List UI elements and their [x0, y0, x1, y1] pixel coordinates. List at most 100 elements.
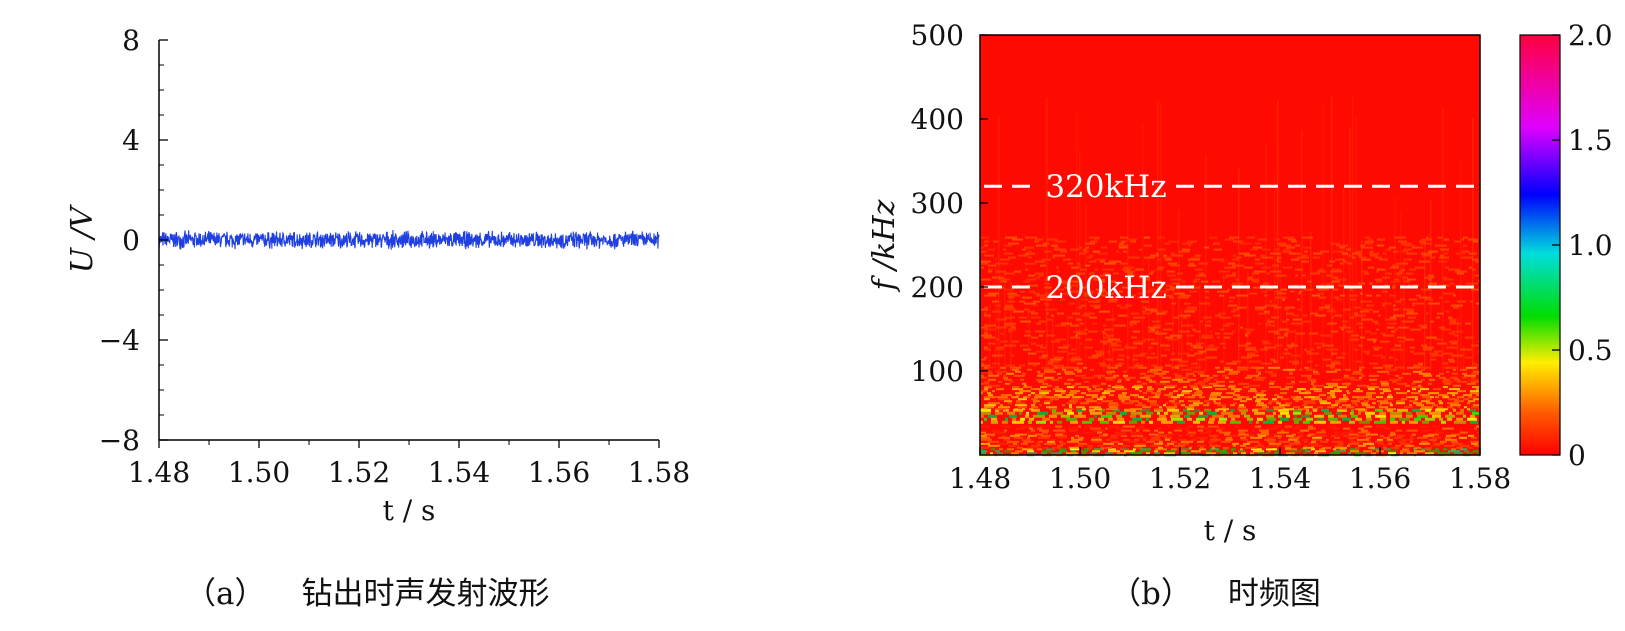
spectral-streak: [1257, 402, 1264, 405]
spectral-streak: [1076, 332, 1087, 335]
spectral-streak: [1027, 368, 1032, 371]
spectral-streak: [1103, 324, 1106, 327]
spectral-streak: [980, 425, 990, 428]
spectral-streak: [1330, 390, 1342, 393]
spectral-streak: [1257, 427, 1262, 430]
spectral-streak: [1111, 440, 1119, 443]
spectral-streak: [1335, 402, 1340, 405]
spectral-streak: [1456, 417, 1463, 421]
spectral-streak: [980, 266, 984, 269]
spectral-streak: [995, 450, 1000, 453]
spectral-streak: [1286, 312, 1294, 315]
spectral-streak: [1066, 417, 1077, 421]
spectral-streak: [1147, 386, 1152, 389]
spectral-streak: [1136, 429, 1139, 432]
spectral-streak: [1338, 442, 1344, 445]
spectral-streak: [1413, 448, 1417, 451]
spectral-streak: [1207, 402, 1210, 405]
spectral-streak: [1247, 417, 1253, 421]
spectral-streak: [1265, 304, 1277, 307]
spectral-streak: [1020, 417, 1025, 421]
spectral-streak: [1467, 402, 1470, 405]
spectral-streak: [1310, 312, 1318, 315]
spectral-streak: [1399, 417, 1410, 421]
spectral-streak: [1406, 312, 1418, 315]
spectral-streak: [1255, 425, 1261, 428]
spectral-streak: [1115, 364, 1122, 367]
spectral-streak: [1117, 358, 1124, 361]
spectral-streak: [1103, 331, 1105, 371]
spectral-streak: [1284, 248, 1290, 251]
spectral-streak: [992, 390, 995, 393]
spectral-streak: [1118, 394, 1126, 397]
spectral-streak: [1292, 362, 1299, 365]
spectral-streak: [1419, 260, 1430, 263]
spectral-streak: [1453, 366, 1458, 369]
spectral-streak: [1374, 420, 1386, 424]
spectral-streak: [1454, 420, 1466, 424]
spectral-streak: [1425, 417, 1435, 421]
spectral-streak: [1004, 378, 1012, 381]
spectral-streak: [1233, 394, 1240, 397]
spectral-streak: [1064, 370, 1073, 373]
spectral-streak: [1369, 374, 1379, 377]
spectral-streak: [1420, 242, 1432, 245]
spectral-streak: [1199, 448, 1206, 451]
spectral-streak: [1394, 197, 1396, 371]
spectral-streak: [1260, 396, 1264, 399]
spectral-streak: [1147, 388, 1154, 391]
spectral-streak: [1060, 250, 1067, 253]
spectral-streak: [1278, 414, 1282, 418]
spectral-streak: [1024, 384, 1027, 387]
spectral-streak: [1284, 308, 1289, 311]
spectral-streak: [1270, 380, 1275, 383]
spectral-streak: [1261, 266, 1271, 269]
spectral-streak: [1377, 438, 1383, 441]
spectral-streak: [1435, 396, 1439, 399]
spectral-streak: [1297, 308, 1302, 311]
spectral-streak: [984, 324, 996, 327]
spectral-streak: [1068, 352, 1076, 355]
spectral-streak: [1082, 452, 1086, 455]
spectral-streak: [1077, 362, 1083, 365]
spectral-streak: [1146, 417, 1149, 421]
spectral-streak: [1432, 436, 1441, 439]
spectral-streak: [1368, 238, 1373, 241]
spectral-streak: [1364, 242, 1373, 245]
spectral-streak: [1418, 324, 1427, 327]
spectral-streak: [1339, 326, 1351, 329]
spectral-streak: [1061, 392, 1065, 395]
spectral-streak: [1067, 411, 1074, 415]
spectral-streak: [1473, 398, 1479, 401]
spectral-streak: [1106, 438, 1111, 441]
spectral-streak: [1028, 420, 1032, 424]
spectral-streak: [1055, 366, 1058, 369]
spectral-streak: [1415, 266, 1425, 269]
spectral-streak: [1289, 372, 1293, 375]
spectral-streak: [1283, 368, 1295, 371]
spectral-streak: [1315, 450, 1326, 453]
spectral-streak: [1406, 411, 1412, 415]
spectral-streak: [1094, 414, 1097, 418]
spectral-streak: [1401, 242, 1412, 245]
spectral-streak: [1031, 429, 1035, 432]
spectral-streak: [1200, 438, 1206, 441]
spectral-streak: [1263, 420, 1274, 424]
spectral-streak: [1097, 431, 1102, 434]
spectral-streak: [1373, 366, 1377, 369]
spectral-streak: [1465, 322, 1471, 325]
spectral-streak: [1247, 352, 1255, 355]
spectral-streak: [984, 306, 988, 309]
spectral-streak: [1245, 332, 1250, 335]
spectral-streak: [1215, 388, 1227, 391]
spectral-streak: [1080, 268, 1087, 271]
spectral-streak: [1241, 411, 1246, 415]
spectral-streak: [1347, 444, 1350, 447]
spectral-streak: [1238, 168, 1240, 371]
spectral-streak: [1346, 248, 1351, 251]
spectral-streak: [1428, 274, 1434, 277]
spectral-streak: [1031, 342, 1036, 345]
spectral-streak: [1069, 446, 1079, 449]
spectral-streak: [1069, 427, 1078, 430]
